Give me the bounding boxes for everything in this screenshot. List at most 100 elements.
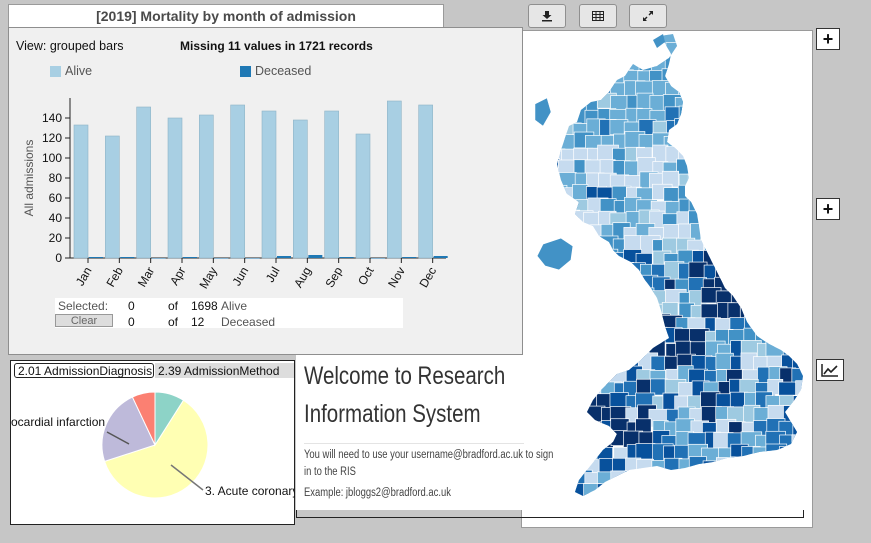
bar-alive-jul[interactable] [261,110,277,259]
pie-leader-line [170,464,204,491]
expand-icon [643,11,653,21]
bar-alive-nov[interactable] [387,100,402,259]
bar-deceased-sep[interactable] [339,257,354,258]
welcome-instructions-line1: You will need to use your username@bradf… [304,449,554,461]
table-view-button[interactable] [579,4,617,28]
pie-chart [101,391,209,499]
pie-slice[interactable] [101,396,156,463]
bar-deceased-apr[interactable] [183,257,197,258]
bar-alive-oct[interactable] [355,133,371,259]
add-map-button[interactable]: + [816,198,840,220]
pie-slice[interactable] [154,391,185,447]
tab-admission-method[interactable]: 2.39 AdmissionMethod [155,363,294,378]
x-tick-label: Mar [135,265,157,290]
of-label: of [168,299,179,313]
tab-admission-diagnosis[interactable]: 2.01 AdmissionDiagnosis [14,363,154,378]
bar-alive-apr[interactable] [167,117,183,259]
bar-alive-feb[interactable] [105,135,120,259]
bar-alive-jun[interactable] [230,104,245,259]
map-frame [521,30,813,528]
pie-chart-panel: 2.01 AdmissionDiagnosis 2.39 AdmissionMe… [10,360,295,525]
bar-deceased-jul[interactable] [277,256,291,258]
bar-alive-sep[interactable] [324,110,339,259]
bar-alive-aug[interactable] [293,119,308,259]
bar-chart-panel: View: grouped bars Missing 11 values in … [8,27,523,355]
y-tick-label: 120 [42,131,62,145]
bar-chart: 0 20 40 60 80 100 120 140 All admissions Jan Feb Ma… [22,98,448,292]
line-chart-button[interactable] [816,359,844,381]
y-axis-label: All admissions [22,140,36,217]
panel-bracket [296,510,804,518]
bar-deceased-feb[interactable] [120,257,135,258]
bar-deceased-may[interactable] [214,258,229,259]
download-icon [542,11,552,22]
y-tick-label: 140 [42,111,62,125]
pie-label-right: 3. Acute coronary [205,484,295,498]
bar-alive-mar[interactable] [136,106,151,259]
x-tick-label: Jul [263,265,283,285]
pie-label-left: ocardial infarction [11,415,106,429]
x-tick-label: Nov [385,265,408,290]
deceased-name: Deceased [221,315,276,329]
deceased-selected-count: 0 [128,315,135,329]
welcome-example: Example: jbloggs2@bradford.ac.uk [304,487,451,499]
plus-icon: + [822,198,834,219]
plus-icon: + [822,28,834,49]
of-label: of [168,315,179,329]
chart-title: [2019] Mortality by month of admission [8,4,444,28]
y-tick-label: 60 [49,191,63,205]
x-tick-label: Jan [73,265,95,289]
x-tick-label: Sep [322,264,345,290]
legend-item-deceased[interactable]: Deceased [240,64,311,78]
bar-deceased-jun[interactable] [245,258,260,259]
x-tick-label: Feb [103,264,126,289]
y-tick-label: 20 [49,231,63,245]
alive-total: 1698 [191,299,218,313]
x-tick-label: May [196,265,219,292]
alive-name: Alive [221,299,248,313]
uk-choropleth-map[interactable] [521,30,813,528]
y-tick-label: 100 [42,151,62,165]
deceased-total: 12 [191,315,205,329]
x-tick-label: Dec [416,265,439,290]
bar-alive-dec[interactable] [418,104,433,259]
bar-deceased-oct[interactable] [371,258,385,259]
x-tick-label: Aug [291,265,314,290]
welcome-instructions-line2: in to the RIS [304,466,356,478]
map-panel [521,30,813,528]
line-chart-icon [821,364,838,377]
x-tick-label: Oct [355,264,377,288]
table-icon [592,11,604,21]
welcome-heading-line1: Welcome to Research [304,362,506,390]
legend-swatch-alive [50,65,61,77]
bar-deceased-jan[interactable] [89,257,103,258]
x-tick-label: Apr [167,265,188,288]
view-mode-label[interactable]: View: grouped bars [16,39,124,53]
add-chart-button[interactable]: + [816,28,840,50]
legend-label-deceased: Deceased [255,64,312,78]
bar-deceased-mar[interactable] [151,258,166,259]
legend-swatch-deceased [240,65,251,77]
bar-alive-may[interactable] [199,114,214,259]
selected-label: Selected: [58,299,109,313]
welcome-panel: Welcome to Research Information System Y… [296,355,553,510]
legend-label-alive: Alive [65,64,93,78]
bar-deceased-aug[interactable] [308,255,323,258]
download-button[interactable] [528,4,566,28]
alive-selected-count: 0 [128,299,135,313]
y-tick-label: 0 [55,251,62,265]
bar-deceased-nov[interactable] [402,257,417,258]
expand-button[interactable] [629,4,667,28]
missing-values-label: Missing 11 values in 1721 records [180,39,373,53]
legend-item-alive[interactable]: Alive [50,64,92,78]
y-tick-label: 80 [49,171,63,185]
pie-leader-line [106,431,130,445]
y-tick-label: 40 [49,211,63,225]
bar-alive-jan[interactable] [73,124,89,259]
map-region[interactable] [795,380,813,401]
welcome-heading-line2: Information System [304,400,481,428]
x-tick-label: Jun [229,265,251,289]
clear-selection-button[interactable]: Clear [55,314,113,327]
selection-summary: Selected: Clear 0 0 of of 1698 12 Alive … [55,298,403,329]
bar-deceased-dec[interactable] [433,256,448,258]
